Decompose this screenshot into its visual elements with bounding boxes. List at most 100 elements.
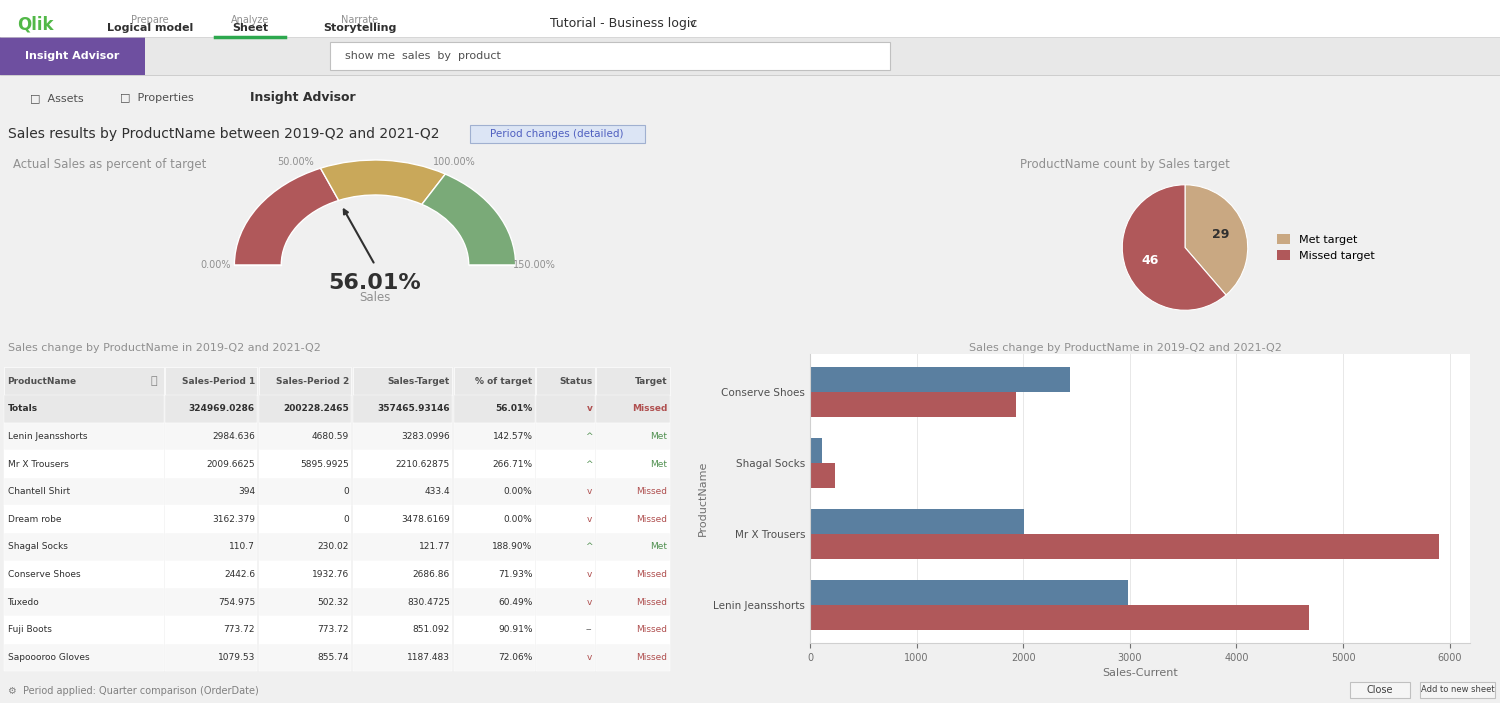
Bar: [165, 643, 258, 671]
Text: 3283.0996: 3283.0996: [402, 432, 450, 441]
Bar: [0, 37, 146, 75]
Bar: [3, 588, 164, 616]
Text: Met: Met: [651, 432, 668, 441]
Text: ^: ^: [585, 460, 592, 469]
Text: Sales-Target: Sales-Target: [387, 377, 450, 386]
Text: Missed: Missed: [636, 598, 668, 607]
Text: 433.4: 433.4: [424, 487, 450, 496]
Wedge shape: [422, 174, 516, 265]
Bar: [352, 368, 453, 395]
Bar: [453, 505, 534, 533]
Text: Insight Advisor: Insight Advisor: [26, 51, 118, 61]
Bar: [165, 478, 258, 505]
Bar: [258, 395, 351, 423]
Text: ^: ^: [585, 432, 592, 441]
Text: Shagal Socks: Shagal Socks: [8, 543, 68, 551]
Bar: [165, 395, 258, 423]
Bar: [537, 561, 594, 588]
Bar: [810, 534, 1438, 559]
Text: 72.06%: 72.06%: [498, 653, 532, 662]
Text: Mr X Trousers: Mr X Trousers: [8, 460, 69, 469]
Text: Missed: Missed: [636, 653, 668, 662]
Text: 0.00%: 0.00%: [201, 260, 231, 270]
Text: 110.7: 110.7: [230, 543, 255, 551]
Legend: Met target, Missed target: Met target, Missed target: [1272, 230, 1378, 266]
Bar: [453, 423, 534, 451]
Bar: [537, 368, 594, 395]
Text: 60.49%: 60.49%: [498, 598, 532, 607]
Bar: [470, 125, 645, 143]
Bar: [537, 505, 594, 533]
Text: Met: Met: [651, 543, 668, 551]
Wedge shape: [1185, 185, 1248, 295]
Bar: [537, 423, 594, 451]
Bar: [453, 616, 534, 643]
Bar: [810, 509, 1024, 534]
Text: 150.00%: 150.00%: [513, 260, 556, 270]
Text: --: --: [586, 625, 592, 634]
Bar: [258, 505, 351, 533]
Bar: [3, 643, 164, 671]
Text: 0: 0: [344, 487, 348, 496]
Text: 2009.6625: 2009.6625: [207, 460, 255, 469]
Text: 394: 394: [238, 487, 255, 496]
Text: Prepare: Prepare: [130, 15, 170, 25]
Bar: [258, 368, 351, 395]
Bar: [352, 616, 453, 643]
Text: Lenin Jeansshorts: Lenin Jeansshorts: [8, 432, 87, 441]
Text: 0.00%: 0.00%: [504, 487, 532, 496]
Text: 2984.636: 2984.636: [211, 432, 255, 441]
Bar: [810, 392, 1016, 417]
Text: ^: ^: [585, 543, 592, 551]
Bar: [258, 561, 351, 588]
Bar: [596, 395, 669, 423]
Text: 851.092: 851.092: [413, 625, 450, 634]
Text: Fuji Boots: Fuji Boots: [8, 625, 51, 634]
Text: Qlik: Qlik: [16, 15, 54, 33]
Text: v: v: [586, 404, 592, 413]
Bar: [596, 478, 669, 505]
Text: 100.00%: 100.00%: [433, 157, 476, 167]
Bar: [537, 478, 594, 505]
Text: Missed: Missed: [636, 625, 668, 634]
Bar: [3, 478, 164, 505]
Text: v: v: [586, 515, 592, 524]
Text: 2686.86: 2686.86: [413, 570, 450, 579]
Text: 3162.379: 3162.379: [211, 515, 255, 524]
Text: 200228.2465: 200228.2465: [284, 404, 348, 413]
Bar: [1420, 682, 1496, 698]
Text: 1079.53: 1079.53: [217, 653, 255, 662]
Text: 2210.62875: 2210.62875: [396, 460, 450, 469]
Text: Tuxedo: Tuxedo: [8, 598, 39, 607]
Bar: [0, 0, 1500, 37]
Text: Dream robe: Dream robe: [8, 515, 62, 524]
Bar: [352, 533, 453, 561]
Bar: [3, 533, 164, 561]
Bar: [258, 423, 351, 451]
Wedge shape: [234, 168, 339, 265]
Bar: [258, 643, 351, 671]
Text: Add to new sheet: Add to new sheet: [1420, 685, 1496, 695]
Bar: [453, 395, 534, 423]
Bar: [258, 533, 351, 561]
Bar: [3, 561, 164, 588]
Text: Sapoooroo Gloves: Sapoooroo Gloves: [8, 653, 88, 662]
Text: Insight Advisor: Insight Advisor: [251, 91, 356, 105]
Bar: [537, 588, 594, 616]
Text: v: v: [586, 570, 592, 579]
Bar: [810, 367, 1071, 392]
Text: 502.32: 502.32: [318, 598, 348, 607]
Text: 46: 46: [1142, 254, 1158, 267]
Bar: [810, 438, 822, 463]
Bar: [352, 451, 453, 478]
Bar: [453, 561, 534, 588]
Text: show me  sales  by  product: show me sales by product: [345, 51, 501, 61]
Text: 0.00%: 0.00%: [504, 515, 532, 524]
Text: Sheet: Sheet: [232, 23, 268, 33]
Text: Sales change by ProductName in 2019-Q2 and 2021-Q2: Sales change by ProductName in 2019-Q2 a…: [8, 343, 321, 354]
Text: Tutorial - Business logic: Tutorial - Business logic: [550, 18, 698, 30]
Text: 773.72: 773.72: [318, 625, 348, 634]
Bar: [596, 643, 669, 671]
Text: 855.74: 855.74: [318, 653, 348, 662]
Bar: [352, 643, 453, 671]
